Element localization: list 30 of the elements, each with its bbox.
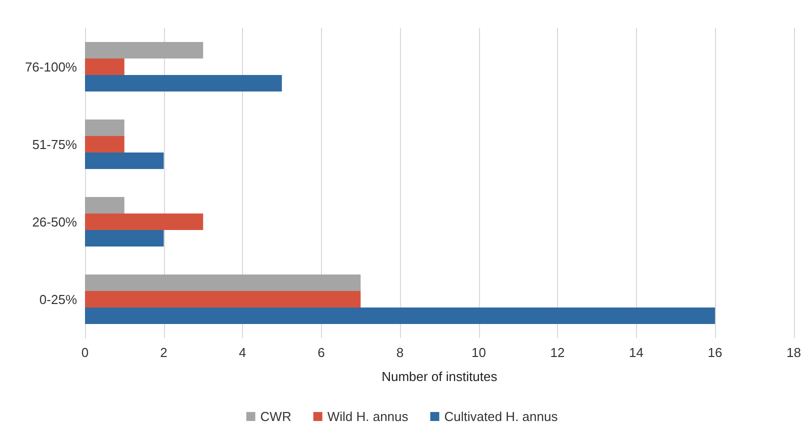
- x-tick-label: 12: [550, 345, 565, 360]
- bar: [85, 230, 164, 247]
- y-tick-label: 51-75%: [32, 136, 78, 152]
- bar: [85, 152, 164, 170]
- bar: [85, 75, 282, 92]
- x-tick-label: 8: [396, 345, 404, 360]
- legend-label: Cultivated H. annus: [444, 409, 558, 424]
- x-tick-label: 4: [238, 345, 246, 360]
- x-tick-label: 6: [318, 345, 325, 360]
- legend-label: Wild H. annus: [327, 409, 409, 424]
- x-tick-label: 0: [81, 345, 89, 360]
- x-tick-label: 18: [786, 345, 802, 360]
- x-tick-label: 2: [160, 345, 168, 360]
- x-tick-label: 16: [708, 345, 722, 360]
- bar: [85, 290, 361, 308]
- bar: [85, 196, 124, 214]
- bar: [85, 119, 124, 136]
- bar: [85, 274, 361, 291]
- bar: [85, 213, 204, 230]
- legend-label: CWR: [260, 409, 292, 424]
- y-tick-label: 26-50%: [32, 214, 78, 230]
- bar: [85, 42, 204, 58]
- y-tick-label: 0-25%: [39, 292, 78, 307]
- x-axis-title: Number of institutes: [382, 369, 498, 384]
- x-tick-label: 10: [472, 345, 486, 360]
- bar: [85, 136, 124, 153]
- bar: [85, 308, 716, 324]
- x-tick-label: 14: [629, 345, 644, 360]
- y-tick-label: 76-100%: [24, 59, 78, 74]
- bar: [85, 58, 124, 76]
